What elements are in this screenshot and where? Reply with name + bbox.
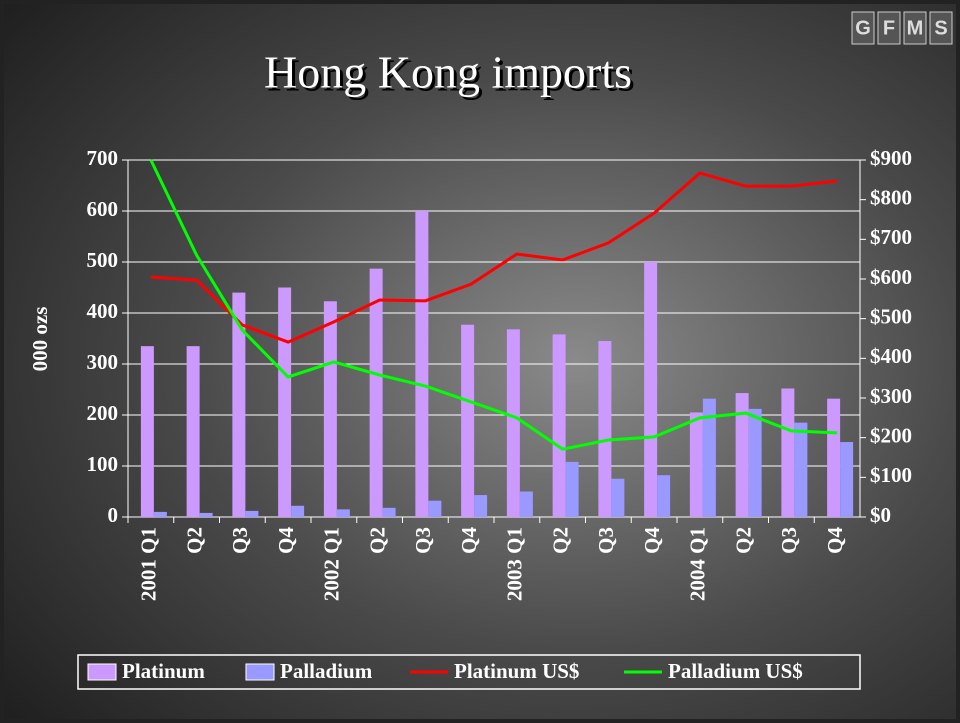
bar [552, 334, 566, 517]
bar [644, 262, 658, 517]
x-tick-label: Q3 [777, 527, 801, 554]
bar [748, 408, 762, 517]
x-tick-label: 2001 Q1 [137, 527, 161, 601]
bar [598, 341, 612, 517]
x-tick-label: Q2 [548, 527, 572, 554]
logo-letter: M [907, 17, 924, 39]
line [150, 171, 838, 344]
bar [781, 388, 795, 517]
y2-tick-label: $500 [870, 304, 912, 328]
logo-letter: S [934, 17, 947, 39]
logo-letter: G [855, 17, 871, 39]
x-tick-label: Q4 [274, 527, 298, 554]
y2-tick-label: $0 [870, 503, 891, 527]
y2-tick-label: $200 [870, 423, 912, 447]
y-tick-label: 200 [87, 401, 119, 425]
bar [140, 346, 154, 517]
y2-tick-label: $300 [870, 384, 912, 408]
bar [519, 491, 533, 517]
y-tick-label: 100 [87, 452, 119, 476]
bar [611, 478, 625, 517]
bar [232, 292, 246, 517]
x-tick-label: Q4 [457, 527, 481, 554]
bar [506, 329, 520, 517]
legend-box [77, 654, 861, 690]
bar [474, 495, 488, 517]
bar [428, 500, 442, 517]
x-tick-label: Q4 [640, 527, 664, 554]
y-tick-label: 500 [87, 248, 119, 272]
x-tick-label: Q3 [228, 527, 252, 554]
x-tick-label: Q2 [365, 527, 389, 554]
legend-label: Palladium US$ [668, 659, 803, 683]
bar [657, 475, 671, 517]
x-tick-label: Q2 [182, 527, 206, 554]
y2-tick-label: $800 [870, 185, 912, 209]
bar [382, 507, 396, 517]
title-shadow: Hong Kong imports [267, 50, 635, 101]
bar [794, 422, 808, 517]
bar [199, 512, 213, 517]
bar [245, 510, 259, 517]
y2-tick-label: $700 [870, 225, 912, 249]
x-tick-label: Q3 [594, 527, 618, 554]
bar [336, 509, 350, 517]
x-tick-label: 2004 Q1 [686, 527, 710, 601]
bar [369, 268, 383, 517]
y-tick-label: 700 [87, 146, 119, 170]
x-tick-label: Q4 [823, 527, 847, 554]
chart-title: Hong Kong imports [264, 47, 632, 98]
bar [291, 505, 305, 517]
bar [702, 398, 716, 517]
y2-tick-label: $400 [870, 344, 912, 368]
legend-label: Platinum US$ [454, 659, 579, 683]
x-tick-label: 2002 Q1 [320, 527, 344, 601]
x-tick-label: Q2 [731, 527, 755, 554]
y2-tick-label: $600 [870, 265, 912, 289]
line [149, 159, 838, 451]
bar [827, 398, 841, 517]
y-tick-label: 0 [108, 503, 119, 527]
bar [153, 511, 167, 517]
bar [186, 346, 200, 517]
y-tick-label: 300 [87, 350, 119, 374]
bar [323, 301, 337, 517]
bar [461, 324, 475, 517]
legend-swatch [245, 663, 275, 681]
bar [565, 461, 579, 517]
x-tick-label: 2003 Q1 [503, 527, 527, 601]
y-axis-label: 000 ozs [28, 307, 52, 372]
y2-tick-label: $100 [870, 463, 912, 487]
bar [415, 211, 429, 517]
y-tick-label: 400 [87, 299, 119, 323]
y-tick-label: 600 [87, 197, 119, 221]
bar [278, 287, 292, 517]
legend-swatch [87, 663, 117, 681]
bar [689, 412, 703, 517]
legend-label: Palladium [280, 659, 373, 683]
x-tick-label: Q3 [411, 527, 435, 554]
logo-letter: F [883, 17, 895, 39]
logo-box [851, 11, 875, 45]
bar [840, 442, 854, 517]
logo-box [929, 11, 953, 45]
logo-box [877, 11, 901, 45]
y2-tick-label: $900 [870, 146, 912, 170]
logo-box [903, 11, 927, 45]
bar [735, 393, 749, 517]
legend-label: Platinum [122, 659, 205, 683]
